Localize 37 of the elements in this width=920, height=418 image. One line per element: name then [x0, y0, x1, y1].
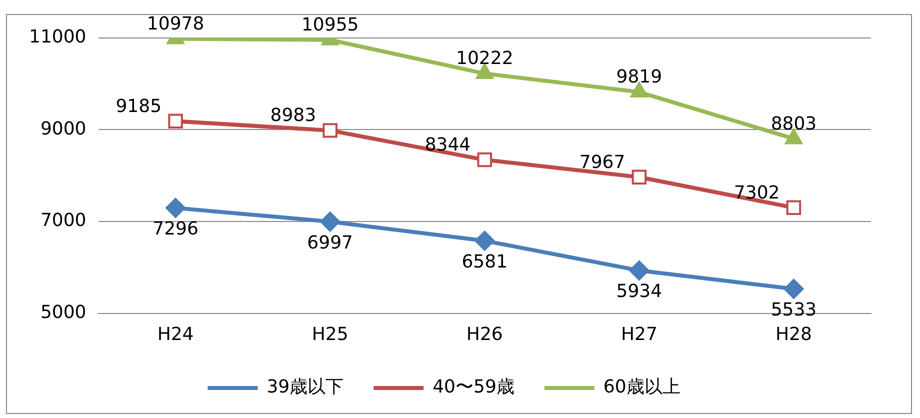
data-label: 5934: [616, 281, 662, 302]
point: [322, 123, 338, 138]
point: [784, 278, 804, 299]
data-label: 10978: [146, 13, 204, 34]
data-label: 9185: [116, 96, 162, 117]
point: [477, 152, 492, 168]
data-label: 6581: [462, 251, 508, 272]
data-label: 8983: [270, 105, 316, 126]
x-tick-label: H27: [620, 324, 658, 345]
point: [786, 200, 802, 216]
data-label: 6997: [307, 232, 353, 254]
point: [629, 260, 650, 280]
legend-label: 40〜59歳: [432, 376, 514, 398]
point: [320, 212, 340, 232]
x-tick-label: H25: [312, 324, 348, 345]
data-label: 5533: [770, 300, 817, 321]
x-tick-label: H28: [776, 324, 812, 345]
data-label: 10955: [301, 14, 359, 36]
data-label: 8803: [770, 113, 817, 134]
data-label: 7967: [579, 152, 626, 173]
y-tick-label: 7000: [40, 210, 86, 232]
legend-label: 60歳以上: [603, 376, 680, 398]
x-tick-label: H24: [157, 324, 194, 345]
data-label: 8344: [424, 134, 471, 156]
data-label: 7302: [734, 182, 780, 204]
point: [632, 170, 647, 184]
legend-label: 39歳以下: [266, 376, 344, 398]
data-label: 7296: [152, 218, 198, 240]
y-tick-label: 11000: [28, 26, 86, 48]
y-tick-label: 9000: [40, 118, 86, 140]
point: [168, 114, 183, 129]
data-label: 9819: [616, 66, 662, 88]
data-label: 10222: [456, 48, 514, 70]
y-tick-label: 5000: [40, 302, 86, 324]
x-tick-label: H26: [466, 324, 503, 345]
point: [166, 198, 186, 218]
point: [474, 230, 495, 251]
